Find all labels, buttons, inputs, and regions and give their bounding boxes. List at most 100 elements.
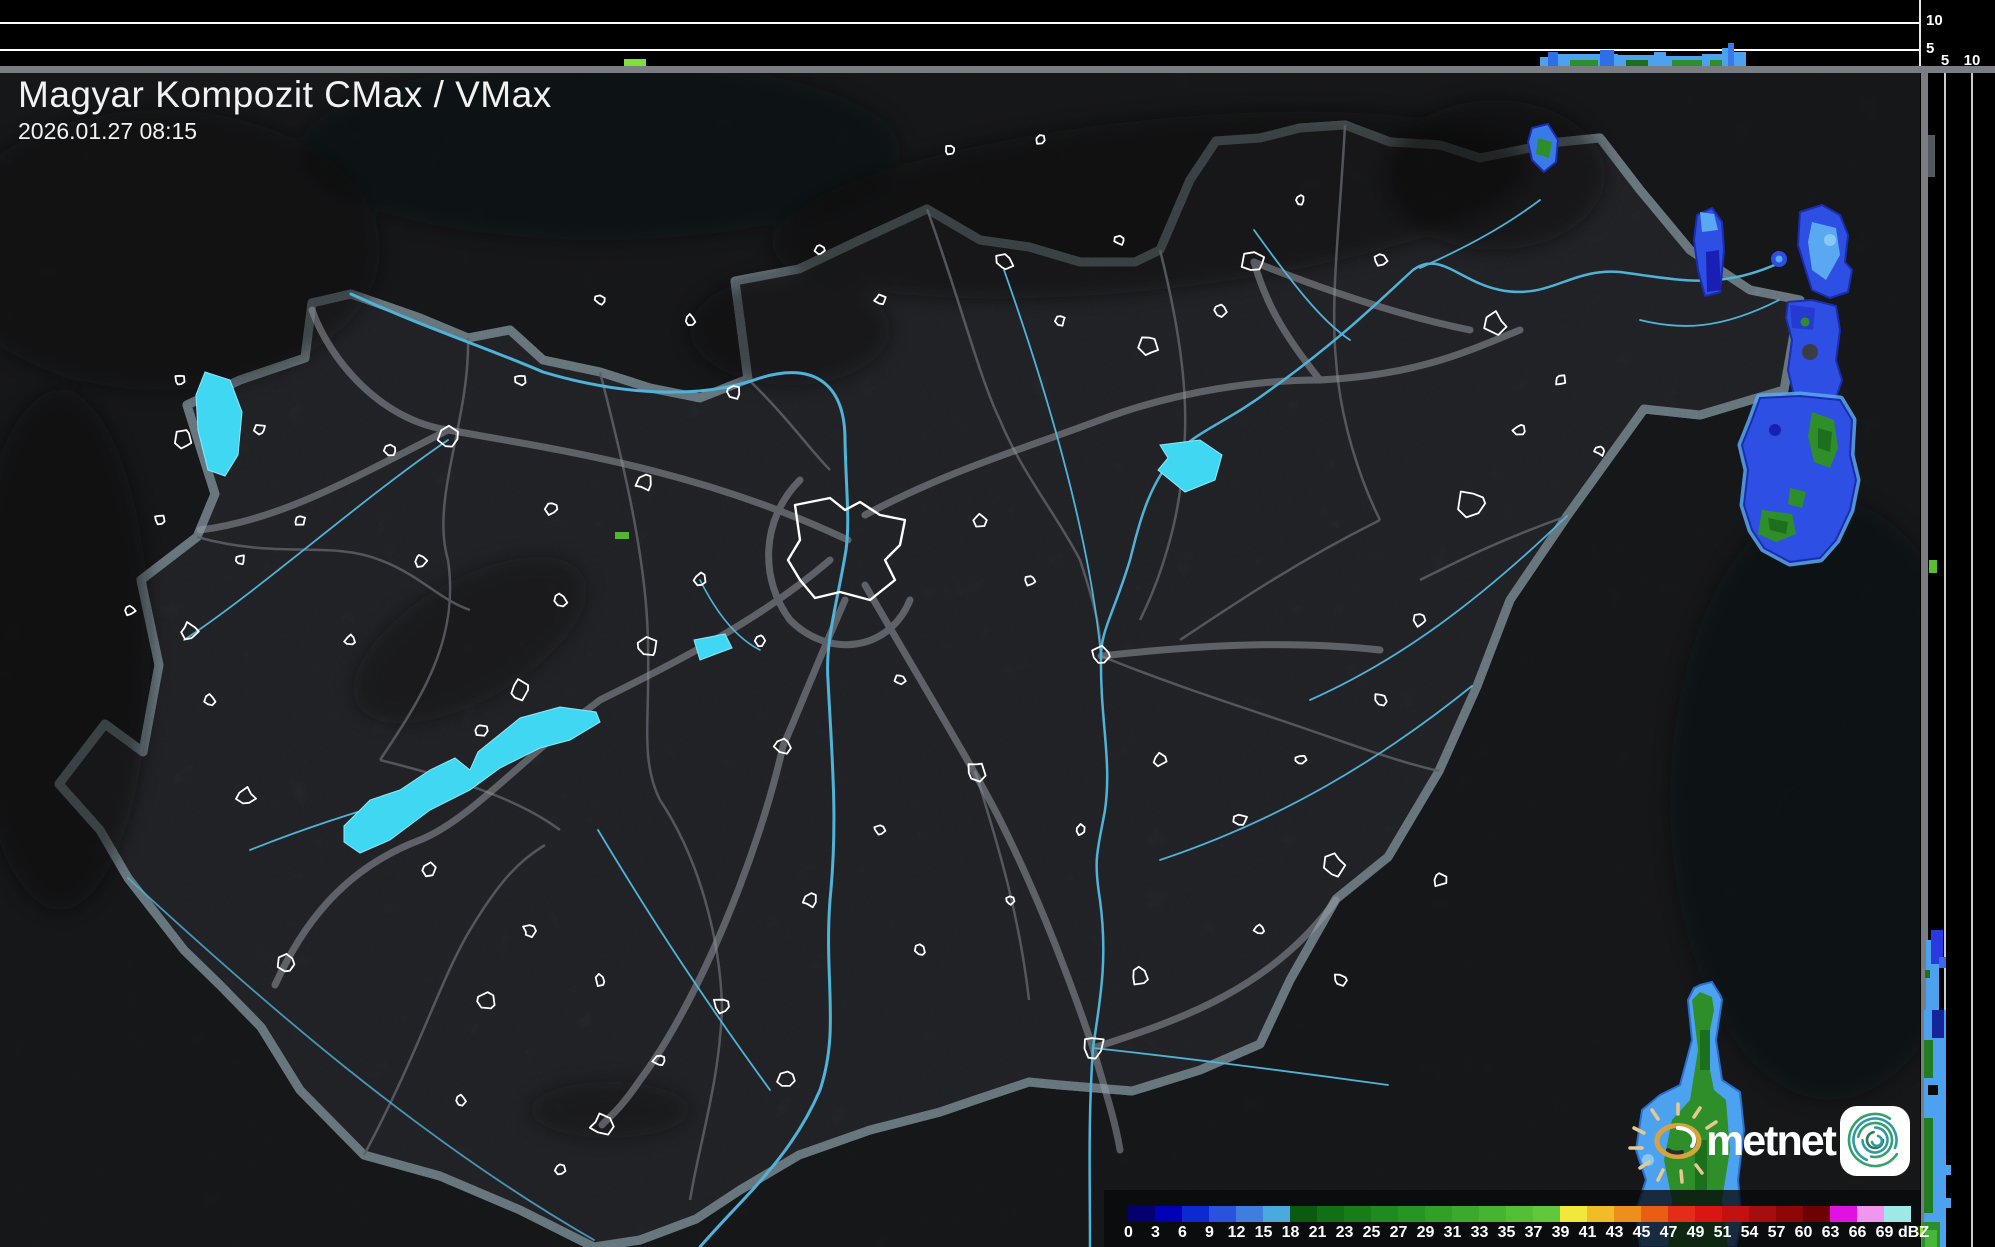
grain-noise bbox=[0, 72, 1920, 1247]
scale-tick-60: 60 bbox=[1794, 1224, 1813, 1241]
town-outline bbox=[1483, 310, 1508, 336]
town-outline bbox=[967, 762, 987, 783]
scale-cell-41 bbox=[1587, 1206, 1614, 1222]
scale-tick-54: 54 bbox=[1740, 1224, 1759, 1241]
scale-cell-45 bbox=[1641, 1206, 1668, 1222]
town-outline bbox=[588, 1112, 615, 1136]
town-outline bbox=[203, 693, 217, 707]
scale-cell-9 bbox=[1209, 1206, 1236, 1222]
town-outline bbox=[753, 634, 767, 648]
scale-cell-60 bbox=[1803, 1206, 1830, 1222]
scale-tick-27: 27 bbox=[1389, 1224, 1408, 1241]
top-profile-echo bbox=[624, 43, 1746, 73]
metnet-app-icon[interactable] bbox=[1838, 1103, 1911, 1176]
town-outline bbox=[522, 924, 537, 938]
town-outline bbox=[1294, 754, 1308, 765]
town-outline bbox=[154, 514, 166, 526]
town-outline bbox=[252, 424, 266, 436]
scale-cell-66 bbox=[1857, 1206, 1884, 1222]
metnet-logo[interactable] bbox=[1628, 1102, 1912, 1184]
town-outline bbox=[634, 473, 652, 492]
town-outline bbox=[873, 293, 887, 306]
town-outline bbox=[593, 294, 606, 306]
scale-cell-43 bbox=[1614, 1206, 1641, 1222]
river-tisza bbox=[1088, 261, 1781, 1247]
town-outline bbox=[1152, 751, 1168, 768]
scale-cell-6 bbox=[1182, 1206, 1209, 1222]
scale-tick-35: 35 bbox=[1497, 1224, 1516, 1241]
town-outline bbox=[276, 953, 296, 973]
scale-cell-35 bbox=[1506, 1206, 1533, 1222]
town-outline bbox=[1323, 852, 1347, 878]
lake-tisza bbox=[1157, 439, 1223, 493]
sun-icon bbox=[1628, 1102, 1718, 1184]
scale-tick-43: 43 bbox=[1605, 1224, 1624, 1241]
timestamp: 2026.01.27 08:15 bbox=[18, 118, 198, 144]
lake-balaton bbox=[343, 706, 601, 854]
town-outline bbox=[1024, 575, 1037, 587]
scale-cell-29 bbox=[1425, 1206, 1452, 1222]
scale-cell-18 bbox=[1290, 1206, 1317, 1222]
radar-echo-small-west bbox=[615, 532, 629, 539]
town-outline bbox=[414, 554, 429, 568]
town-outline bbox=[713, 998, 730, 1015]
scale-cell-23 bbox=[1344, 1206, 1371, 1222]
scale-tick-45: 45 bbox=[1632, 1224, 1651, 1241]
town-outline bbox=[893, 674, 907, 686]
scale-cell-21 bbox=[1317, 1206, 1344, 1222]
side-ground-bar bbox=[1921, 73, 1928, 1247]
scale-cell-51 bbox=[1722, 1206, 1749, 1222]
town-outline bbox=[813, 244, 826, 256]
town-outline bbox=[776, 1070, 796, 1087]
town-outline bbox=[1137, 336, 1159, 357]
town-outline bbox=[1091, 644, 1111, 664]
scale-cell-15 bbox=[1263, 1206, 1290, 1222]
scale-tick-29: 29 bbox=[1416, 1224, 1435, 1241]
scale-tick-66: 66 bbox=[1848, 1224, 1867, 1241]
color-scale-labels: 0 3 6 9 12 15 18 21 23 25 27 29 31 33 35 37 39 41 43 45 47 49… bbox=[1115, 1224, 1930, 1242]
top-profile-strip bbox=[0, 0, 1995, 73]
map-area bbox=[0, 72, 1920, 1247]
town-outline bbox=[1511, 423, 1526, 436]
top-axis-label-10km: 10 bbox=[1926, 12, 1943, 29]
lakes bbox=[195, 371, 1223, 854]
scale-cell-25 bbox=[1371, 1206, 1398, 1222]
side-axis-label-10km: 10 bbox=[1963, 52, 1981, 69]
scale-unit-label: dBZ bbox=[1898, 1224, 1930, 1241]
scale-cell-0 bbox=[1128, 1206, 1155, 1222]
scale-cell-39 bbox=[1560, 1206, 1587, 1222]
town-outline bbox=[1113, 234, 1125, 246]
scale-cell-63 bbox=[1830, 1206, 1857, 1222]
scale-tick-9: 9 bbox=[1205, 1224, 1214, 1241]
town-outline bbox=[1213, 303, 1228, 318]
town-outline bbox=[1373, 253, 1389, 267]
scale-tick-47: 47 bbox=[1659, 1224, 1678, 1241]
town-outline bbox=[684, 313, 697, 327]
town-outline bbox=[972, 512, 988, 528]
town-outline bbox=[235, 786, 258, 805]
scale-tick-3: 3 bbox=[1151, 1224, 1160, 1241]
town-outline bbox=[174, 374, 186, 386]
town-outline bbox=[180, 621, 200, 641]
lake-velence bbox=[693, 633, 733, 661]
town-outline bbox=[913, 943, 926, 956]
town-outline bbox=[692, 571, 707, 587]
radar-echo-band-southeast bbox=[1635, 981, 1745, 1247]
town-outline bbox=[1334, 973, 1348, 987]
town-outline bbox=[382, 443, 397, 457]
side-profile-echo bbox=[1916, 560, 1951, 1247]
river-danube bbox=[349, 292, 850, 1247]
dbz-color-scale: 0 3 6 9 12 15 18 21 23 25 27 29 31 33 35 37 39 41 43 45 47 49… bbox=[1104, 1190, 1929, 1247]
scale-cell-57 bbox=[1776, 1206, 1803, 1222]
color-scale-bar bbox=[1128, 1206, 1911, 1222]
town-outline bbox=[553, 592, 569, 608]
town-outline bbox=[651, 1054, 666, 1067]
town-outline bbox=[995, 253, 1015, 271]
metnet-wordmark[interactable]: metnet bbox=[1706, 1117, 1837, 1165]
scale-cell-27 bbox=[1398, 1206, 1425, 1222]
town-outline bbox=[234, 554, 245, 566]
town-outline bbox=[1252, 923, 1265, 935]
scale-tick-18: 18 bbox=[1281, 1224, 1300, 1241]
